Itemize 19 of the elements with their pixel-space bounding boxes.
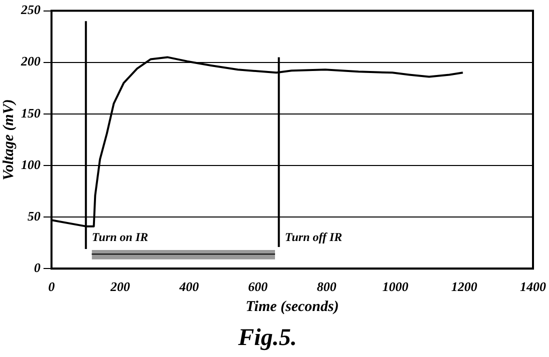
x-tick-label: 0 xyxy=(48,278,56,294)
y-tick-label: 50 xyxy=(28,208,41,224)
y-tick-label: 200 xyxy=(20,54,41,69)
annotation: Turn on IR xyxy=(92,230,148,244)
annotation: Turn off IR xyxy=(284,230,342,244)
x-tick-label: 1200 xyxy=(451,278,478,294)
y-tick-label: 100 xyxy=(21,156,41,172)
y-tick-label: 150 xyxy=(21,105,41,120)
y-tick-label: 0 xyxy=(34,260,41,275)
x-tick-label: 600 xyxy=(248,278,268,294)
x-tick-label: 1000 xyxy=(382,278,409,294)
y-tick-label: 250 xyxy=(20,2,41,18)
text: Fig.5. xyxy=(237,324,297,351)
y-axis-title: Voltage (mV) xyxy=(0,99,17,180)
x-tick-label: 200 xyxy=(110,278,131,294)
x-axis-title: Time (seconds) xyxy=(246,299,339,316)
x-tick-label: 800 xyxy=(316,278,337,294)
x-tick-label: 400 xyxy=(178,278,200,294)
x-tick-label: 1400 xyxy=(520,278,546,294)
